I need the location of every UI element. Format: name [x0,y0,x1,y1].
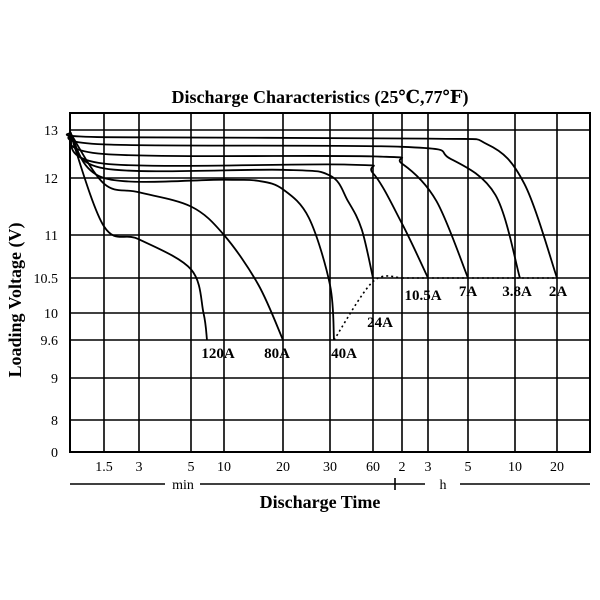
curve-label-2a: 2A [549,284,568,300]
x-tick-label: 60 [366,460,380,475]
curve-label-120a: 120A [201,346,235,362]
x-tick-label: 1.5 [95,460,113,475]
y-tick-label: 10 [44,307,58,322]
labels: 120A 80A 40A 24A 10.5A 7A 3.8A 2A [201,284,567,362]
x-tick-label: 10 [217,460,231,475]
x-tick-label: 20 [550,460,564,475]
y-axis-label: Loading Voltage (V) [5,222,26,377]
x-tick-label: 5 [465,460,472,475]
x-unit-min: min [172,478,194,493]
curves [65,131,558,341]
x-axis-label: Discharge Time [260,492,381,512]
y-tick-label: 0 [51,446,58,461]
x-tick-label: 5 [188,460,195,475]
curve-120a [69,132,208,341]
y-tick-label: 13 [44,124,58,139]
curve-10-5a [69,131,429,279]
x-tick-label: 2 [399,460,406,475]
y-tick-label: 10.5 [34,272,59,287]
chart-title: Discharge Characteristics (25℃,77℉) [171,87,468,108]
x-unit-h: h [440,478,447,493]
x-axis-units: min h Discharge Time Loading Voltage (V) [5,222,590,512]
curve-label-40a: 40A [331,346,357,362]
x-tick-label: 3 [425,460,432,475]
curve-40a [69,131,335,341]
x-tick-label: 30 [323,460,337,475]
y-tick-label: 12 [44,172,58,187]
y-tick-label: 11 [45,229,58,244]
curve-label-3-8a: 3.8A [502,284,532,300]
x-tick-label: 20 [276,460,290,475]
curve-2a [65,131,558,279]
curve-label-7a: 7A [459,284,478,300]
curve-label-10-5a: 10.5A [404,288,441,304]
y-tick-label: 9.6 [41,334,59,349]
y-tick-label: 8 [51,414,58,429]
curve-24a [69,131,374,279]
curve-label-80a: 80A [264,346,290,362]
curve-7a [68,131,469,279]
x-tick-label: 10 [508,460,522,475]
cutoff-dotted-curve [333,275,403,341]
curve-label-24a: 24A [367,315,393,331]
curve-3-8a [67,131,521,279]
x-tick-label: 3 [136,460,143,475]
curve-80a [69,131,284,341]
y-tick-label: 9 [51,372,58,387]
